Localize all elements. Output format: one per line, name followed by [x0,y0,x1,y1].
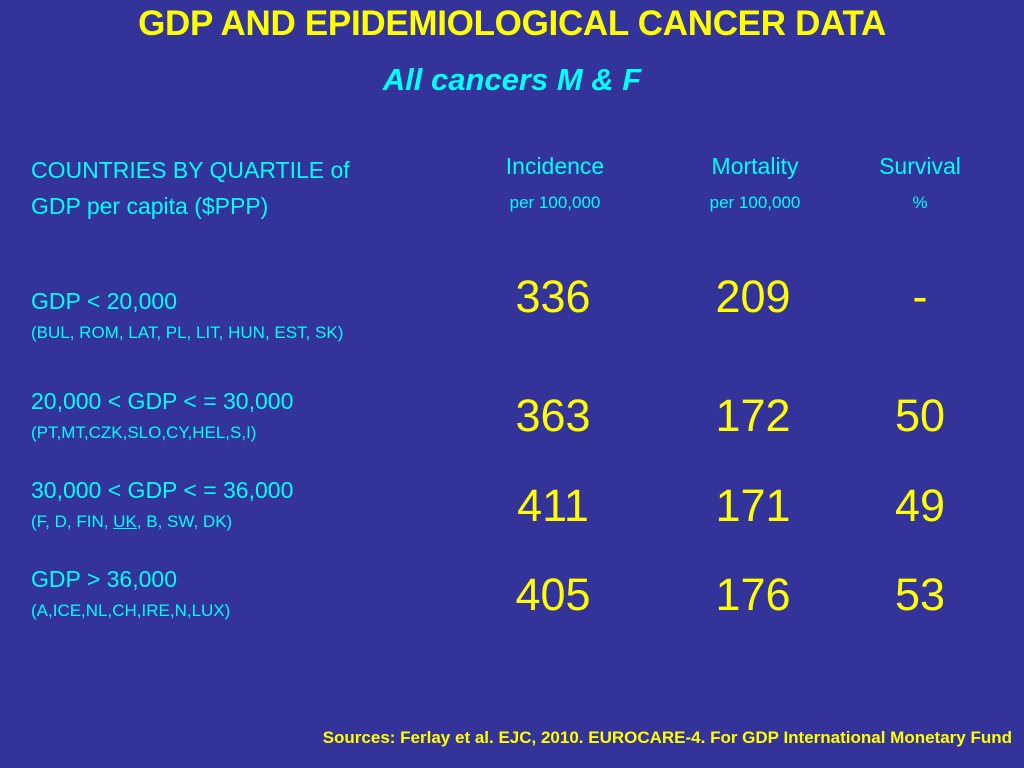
row2-incidence-value: 363 [515,390,591,441]
mortality-header-unit: per 100,000 [709,193,801,212]
countries-column-header: COUNTRIES BY QUARTILE of GDP per capita … [31,152,350,224]
row-label-gdp-under-20000: GDP < 20,000 (BUL, ROM, LAT, PL, LIT, HU… [31,286,343,346]
survival-header-label: Survival [879,153,961,179]
row-countries: (PT,MT,CZK,SLO,CY,HEL,S,I) [31,423,257,442]
row-countries: (A,ICE,NL,CH,IRE,N,LUX) [31,601,231,620]
mortality-column-header: Mortality per 100,000 [680,152,830,216]
row-label-gdp-30000-36000: 30,000 < GDP < = 36,000 (F, D, FIN, UK, … [31,475,293,535]
sources-footnote: Sources: Ferlay et al. EJC, 2010. EUROCA… [322,728,1012,747]
row4-survival-value: 53 [894,569,946,620]
incidence-header-unit: per 100,000 [509,193,601,212]
row-label-gdp-over-36000: GDP > 36,000 (A,ICE,NL,CH,IRE,N,LUX) [31,564,230,624]
row4-mortality-value: 176 [715,569,791,620]
countries-header-line2: GDP per capita ($PPP) [31,193,269,219]
row2-mortality-value: 172 [715,390,791,441]
row2-survival-value: 50 [894,390,946,441]
row1-mortality-value: 209 [715,271,791,322]
row-countries: (BUL, ROM, LAT, PL, LIT, HUN, EST, SK) [31,323,344,342]
row3-mortality-value: 171 [715,480,791,531]
row-countries: (F, D, FIN, UK, B, SW, DK) [31,509,293,535]
slide-title: GDP AND EPIDEMIOLOGICAL CANCER DATA [138,4,886,43]
row-gdp-range: GDP < 20,000 [31,288,177,314]
countries-text-post: , B, SW, DK) [136,512,233,531]
survival-header-unit: % [912,193,928,212]
incidence-header-label: Incidence [505,153,605,179]
mortality-header-label: Mortality [711,153,799,179]
countries-text-pre: (F, D, FIN, [31,512,114,531]
row-gdp-range: GDP > 36,000 [31,566,177,592]
survival-column-header: Survival % [855,152,985,216]
row1-incidence-value: 336 [515,271,591,322]
row-gdp-range: 20,000 < GDP < = 30,000 [31,388,294,414]
countries-header-line1: COUNTRIES BY QUARTILE of [31,157,350,183]
countries-text-underlined: UK [113,512,137,531]
row4-incidence-value: 405 [515,569,591,620]
row3-incidence-value: 411 [517,480,589,531]
incidence-column-header: Incidence per 100,000 [480,152,630,216]
row1-survival-value: - [912,271,928,322]
row-gdp-range: 30,000 < GDP < = 36,000 [31,477,294,503]
slide-subtitle: All cancers M & F [382,62,642,97]
row3-survival-value: 49 [894,480,946,531]
row-label-gdp-20000-30000: 20,000 < GDP < = 30,000 (PT,MT,CZK,SLO,C… [31,386,293,446]
